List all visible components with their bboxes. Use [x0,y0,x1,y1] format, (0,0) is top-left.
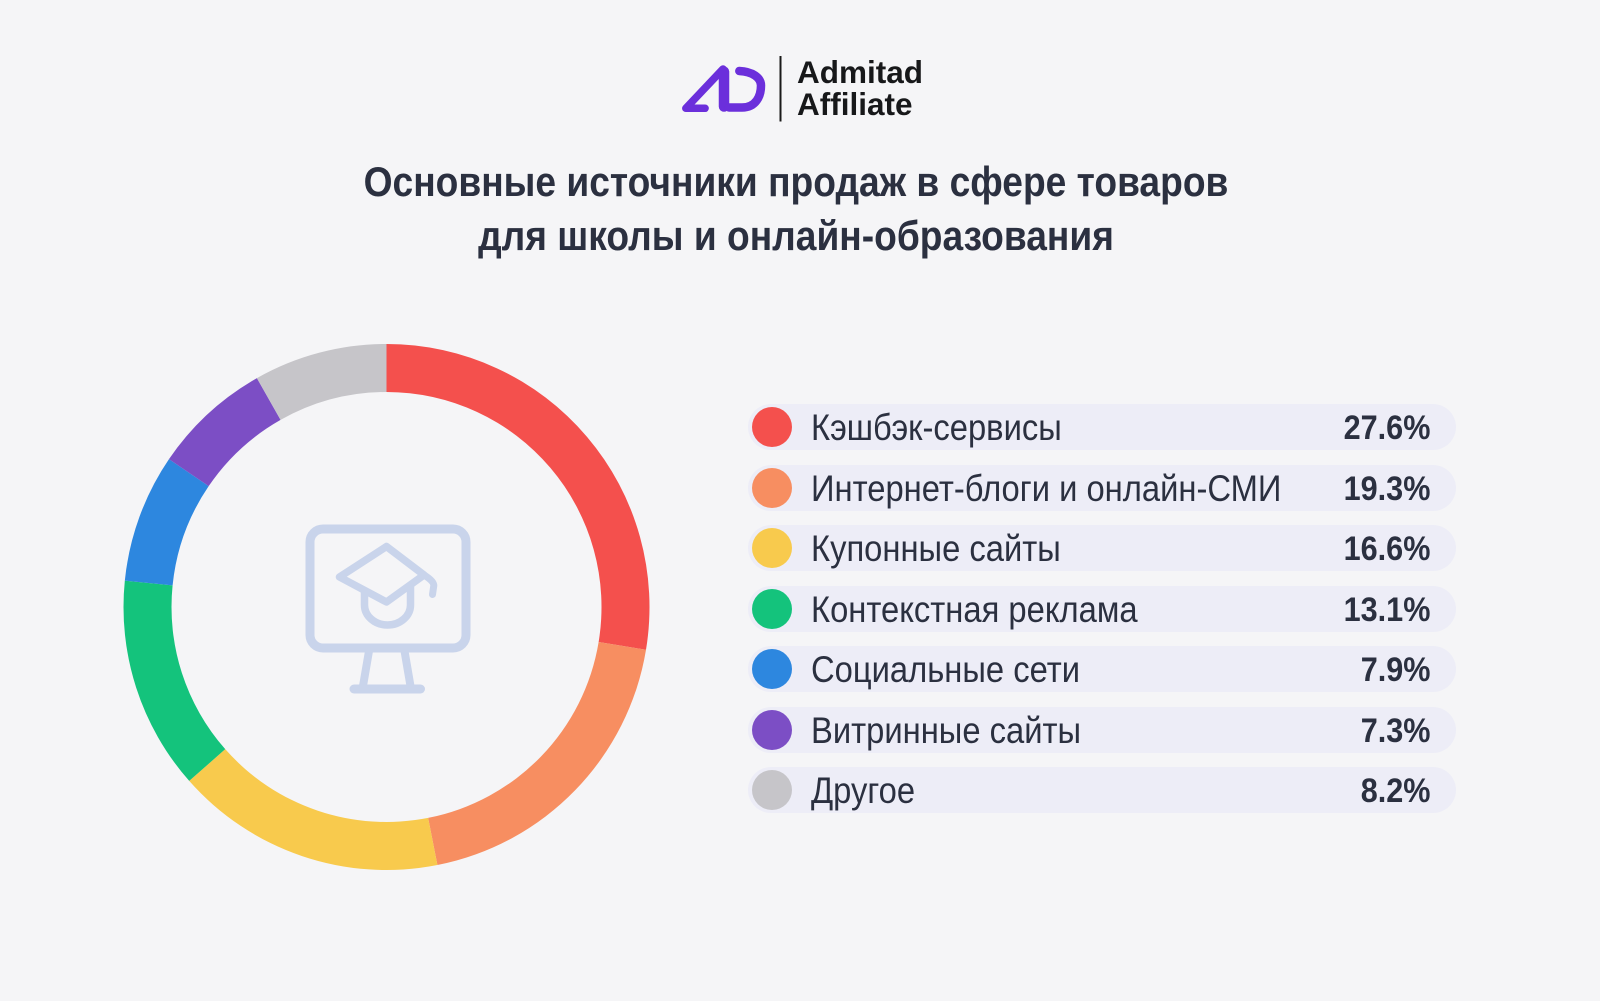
svg-text:Affiliate: Affiliate [797,86,913,122]
svg-text:Admitad: Admitad [797,56,923,90]
